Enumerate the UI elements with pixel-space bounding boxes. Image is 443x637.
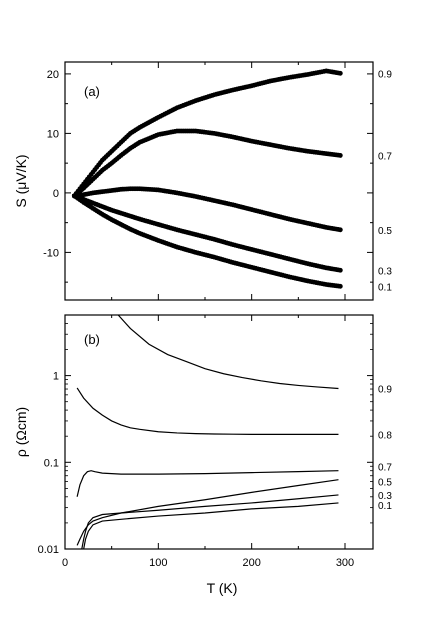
panel-a-ticks: -10 0 10 20: [43, 62, 373, 300]
data-point-x-0-1: [337, 283, 343, 289]
panel-a-series-labels: 0.9 0.7 0.5 0.3 0.1: [378, 69, 392, 293]
y-tick-label: -10: [43, 247, 59, 259]
y-tick-label: 0: [53, 188, 59, 200]
series-line-x-0-1: [83, 502, 339, 549]
series-label-x-0-1: 0.1: [378, 501, 392, 512]
series-line-x-0-5: [76, 479, 339, 546]
series-label-x-0-9: 0.9: [378, 385, 392, 396]
series-label-x-0-9: 0.9: [378, 69, 392, 80]
panel-a-frame: [64, 61, 374, 301]
series-label-x-0-7: 0.7: [378, 151, 392, 162]
series-line-x-0-8: [76, 387, 339, 435]
panel-b-ticks: 0 100 200 300 0.01 0.1 1: [38, 315, 373, 569]
x-axis-title: T (K): [207, 580, 238, 596]
y-tick-label: 20: [47, 69, 59, 81]
series-label-x-0-3: 0.3: [378, 491, 392, 502]
x-tick-label: 100: [149, 557, 167, 569]
data-point-x-0-5: [337, 227, 343, 233]
x-tick-label: 200: [242, 557, 260, 569]
series-line-x-0-7: [76, 470, 339, 497]
data-point-x-0-3: [337, 267, 343, 273]
series-label-x-0-5: 0.5: [378, 226, 392, 237]
panel-b-series-labels: 0.9 0.8 0.7 0.5 0.30.1: [378, 385, 392, 512]
panel-a-marks: [71, 68, 343, 289]
series-line-x-0-9: [117, 315, 339, 390]
y-tick-label: 1: [53, 371, 59, 383]
series-line-x-0-3: [81, 494, 339, 549]
panel-b: (b) ρ (Ωcm) T (K) 0 100 200 300 0.01 0.1 1 0.9…: [13, 314, 392, 596]
x-tick-label: 0: [62, 557, 68, 569]
panel-a: (a) S (μV/K) -10 0 10 20 0.9 0.7 0.5 0.3 0.1: [13, 61, 392, 301]
series-label-x-0-8: 0.8: [378, 430, 392, 441]
panel-a-label: (a): [84, 84, 100, 99]
data-point-x-0-7: [337, 153, 343, 158]
panel-b-label: (b): [84, 332, 100, 347]
data-point-x-0-9: [337, 70, 343, 76]
panel-b-frame: [64, 314, 374, 550]
y-tick-label: 0.01: [38, 544, 59, 556]
series-label-x-0-3: 0.3: [378, 266, 392, 277]
panel-b-y-axis-title: ρ (Ωcm): [13, 407, 29, 457]
y-tick-label: 10: [47, 128, 59, 140]
series-label-x-0-5: 0.5: [378, 478, 392, 489]
series-label-x-0-1: 0.1: [378, 282, 392, 293]
panel-b-marks: [76, 315, 339, 549]
panel-a-y-axis-title: S (μV/K): [13, 154, 29, 207]
x-tick-label: 300: [336, 557, 354, 569]
y-tick-label: 0.1: [44, 457, 59, 469]
series-label-x-0-7: 0.7: [378, 463, 392, 474]
